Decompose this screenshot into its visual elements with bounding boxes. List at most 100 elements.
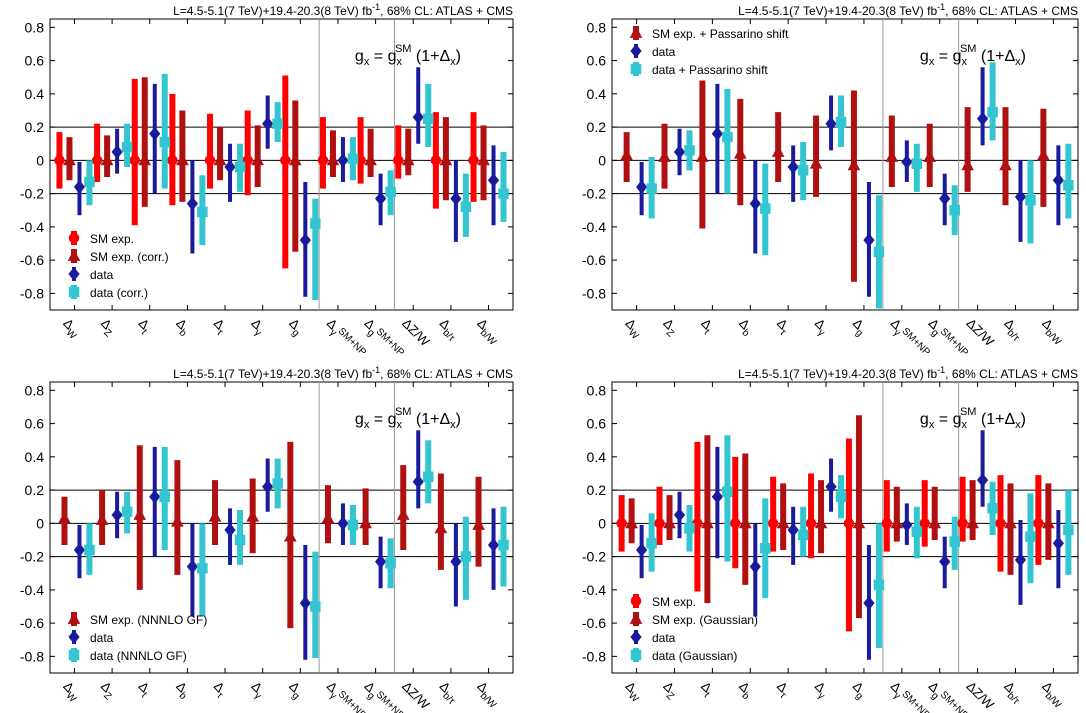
data-point — [835, 491, 847, 502]
category-label: ΔγSM+NP — [321, 679, 369, 713]
x-tick-label: Δτ — [771, 316, 793, 338]
plot-frame — [611, 18, 1079, 311]
x-tick-label: Δb/W — [474, 679, 498, 712]
legend-label: SM exp. (corr.) — [90, 250, 169, 264]
x-tick-label: Δγ — [812, 679, 829, 702]
category-label: Δτ — [771, 316, 793, 338]
data-point — [939, 191, 951, 206]
data-point — [171, 514, 184, 527]
y-tick-label: -0.2 — [582, 186, 606, 202]
category-label: Δτ — [208, 316, 230, 338]
legend-marker — [68, 267, 80, 281]
data-point — [767, 518, 779, 529]
x-tick-label: ΔgSM+NP — [359, 316, 407, 364]
data-point — [121, 506, 133, 517]
x-tick-label: ΔgSM+NP — [926, 316, 971, 359]
legend-marker — [67, 612, 81, 624]
data-point — [1063, 524, 1074, 536]
data-point — [625, 516, 638, 529]
data-point — [928, 516, 942, 529]
x-tick-label: ΔZ — [98, 316, 115, 340]
x-tick-label: ΔZ — [660, 679, 677, 703]
legend-marker — [630, 630, 642, 644]
data-point — [1042, 516, 1055, 529]
data-point — [58, 511, 71, 524]
data-point — [133, 508, 147, 520]
legend-label: SM exp. (Gaussian) — [652, 613, 758, 627]
series-square — [84, 73, 509, 301]
data-point — [299, 596, 311, 611]
legend-label: data — [90, 631, 114, 645]
data-point — [121, 141, 133, 153]
legend-label: data (Gaussian) — [652, 649, 737, 663]
data-point — [176, 153, 189, 166]
legend-marker — [630, 595, 642, 607]
y-tick-label: 0 — [36, 515, 44, 531]
data-point — [450, 554, 462, 569]
series-triangle — [63, 77, 490, 252]
y-tick-label: -0.6 — [20, 615, 44, 631]
data-point — [434, 521, 448, 534]
data-point — [149, 126, 161, 141]
data-point — [692, 518, 703, 529]
data-point — [701, 516, 714, 529]
data-point — [797, 529, 809, 541]
category-label: ΔW — [58, 679, 85, 706]
y-tick-label: -0.4 — [20, 219, 44, 235]
series-triangle — [620, 80, 1050, 282]
x-tick-label: ΔγSM+NP — [888, 316, 932, 359]
legend-label: SM exp. — [652, 595, 696, 609]
x-tick-label: ΔZ/W — [399, 316, 433, 350]
data-point — [498, 539, 509, 551]
y-tick-label: -0.2 — [20, 186, 44, 202]
data-point — [392, 155, 404, 166]
x-tick-label: Δb — [173, 679, 190, 703]
data-point — [213, 153, 227, 166]
data-point — [977, 473, 989, 488]
category-label: Δτ — [771, 679, 793, 701]
data-point — [337, 153, 349, 168]
chart-panel-4: L=4.5-5.1(7 TeV)+19.4-20.3(8 TeV) fb-1, … — [582, 365, 1079, 713]
y-tick-label: 0 — [36, 152, 44, 168]
data-point — [696, 150, 709, 162]
data-point — [919, 518, 930, 529]
data-point — [310, 601, 321, 612]
y-tick-label: 0.2 — [587, 482, 607, 498]
category-label: ΔZ/W — [963, 316, 997, 350]
x-tick-label: Δb/τ — [1001, 679, 1021, 707]
category-label: ΔgSM+NP — [359, 316, 407, 364]
category-label: Δg — [283, 316, 307, 340]
data-point — [1025, 195, 1036, 206]
category-label: ΔgSM+NP — [923, 679, 971, 713]
category-label: Δb/τ — [999, 316, 1027, 344]
legend-label: SM exp. + Passarino shift — [652, 27, 789, 41]
legend-label: SM exp. — [90, 232, 134, 246]
y-tick-label: -0.6 — [20, 252, 44, 268]
series-circle — [54, 75, 479, 269]
legend-marker — [630, 44, 642, 58]
data-point — [885, 150, 899, 162]
data-point — [208, 509, 222, 522]
formula-label: gx = gxSM (1+Δx) — [920, 43, 1026, 68]
series-diamond — [636, 67, 1064, 297]
data-point — [73, 542, 86, 557]
x-tick-label: ΔZ/W — [399, 679, 433, 713]
data-point — [999, 158, 1012, 171]
data-point — [957, 518, 968, 529]
legend-marker — [68, 649, 80, 661]
data-point — [321, 511, 335, 524]
legend-label: SM exp. (NNNLO GF) — [90, 613, 207, 627]
category-label: Δg — [847, 316, 871, 340]
y-tick-label: 0.4 — [587, 86, 607, 102]
data-point — [760, 203, 771, 214]
data-point — [684, 523, 695, 534]
data-point — [711, 489, 723, 504]
legend-marker — [68, 232, 80, 244]
y-tick-label: 0.8 — [587, 382, 607, 398]
chart-header: L=4.5-5.1(7 TeV)+19.4-20.3(8 TeV) fb-1, … — [173, 2, 513, 18]
y-tick-label: -0.8 — [582, 285, 606, 301]
data-point — [487, 173, 500, 188]
y-tick-label: 0.8 — [25, 19, 45, 35]
formula-label: gx = gxSM (1+Δx) — [355, 406, 461, 431]
data-point — [262, 479, 274, 494]
